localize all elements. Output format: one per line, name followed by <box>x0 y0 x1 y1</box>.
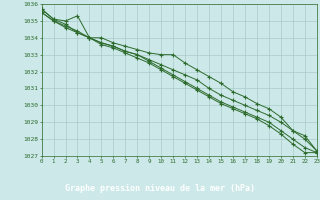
Text: Graphe pression niveau de la mer (hPa): Graphe pression niveau de la mer (hPa) <box>65 184 255 193</box>
